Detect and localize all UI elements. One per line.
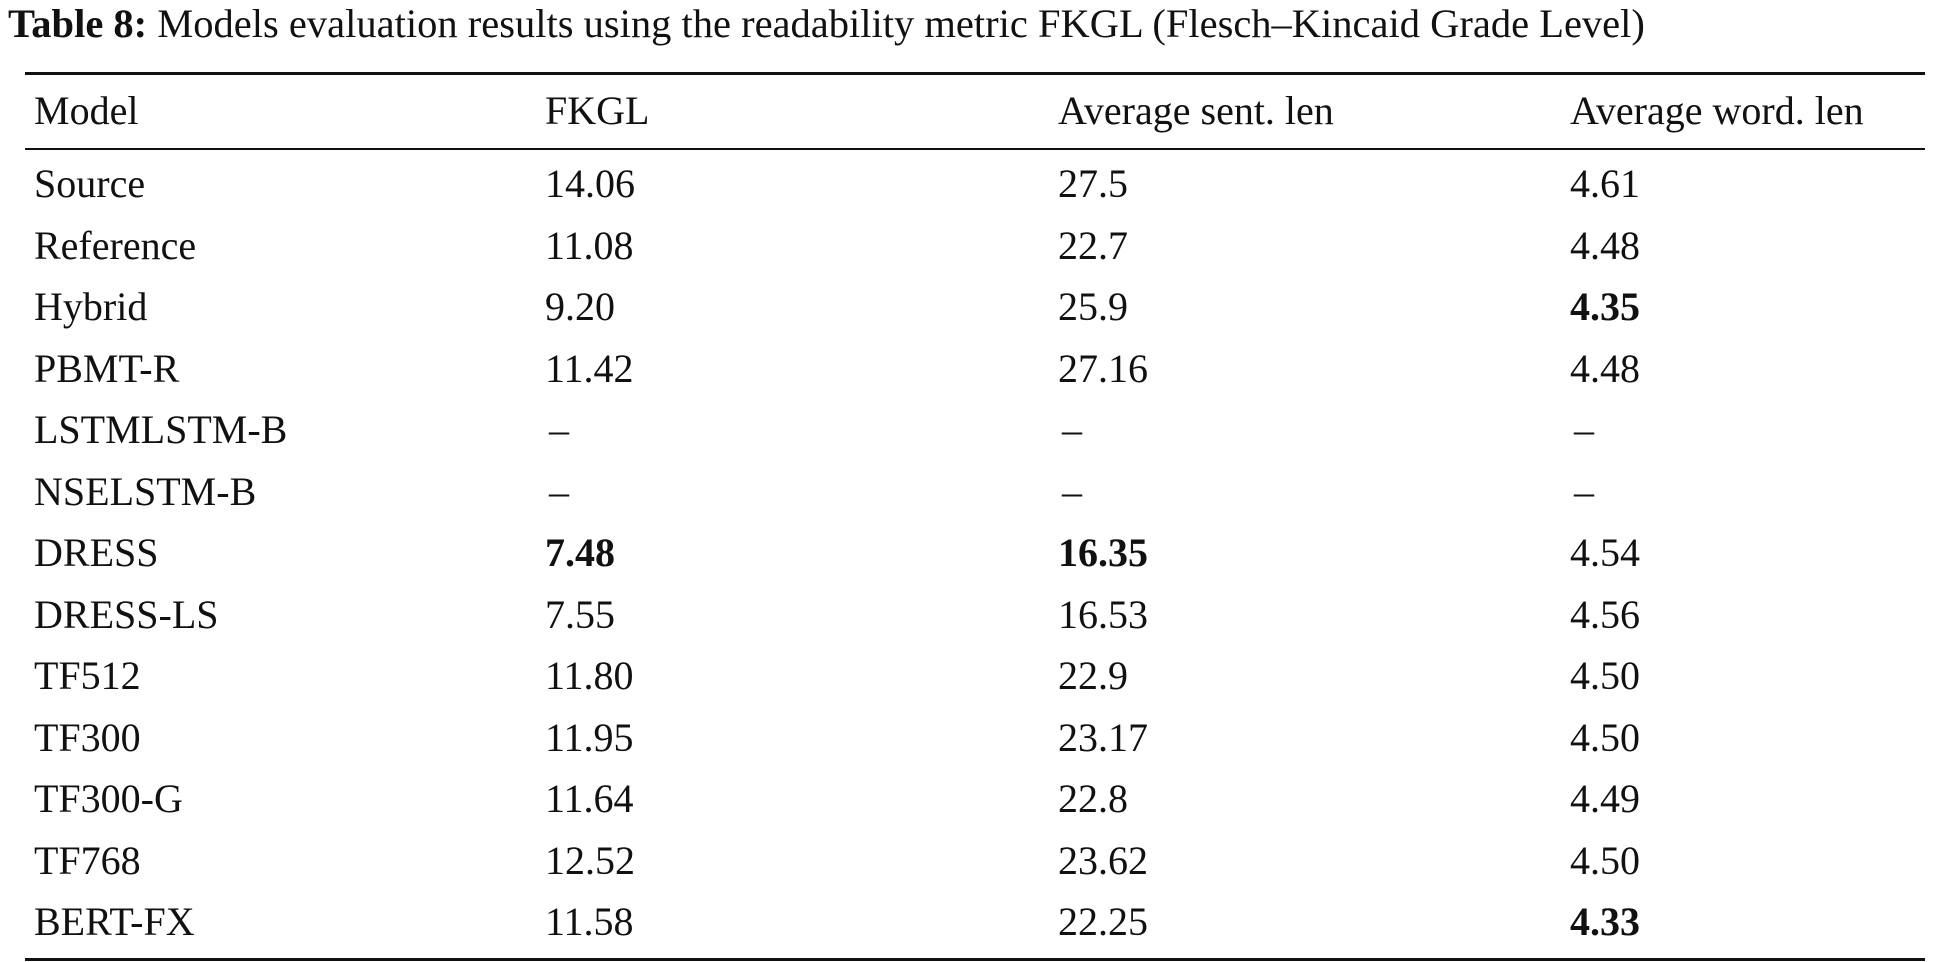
cell-model: TF512 xyxy=(34,653,141,698)
cell-average-word-len: 4.48 xyxy=(1570,223,1640,268)
cell-average-word-len: 4.49 xyxy=(1570,776,1640,821)
cell-average-sent-len: – xyxy=(1062,407,1082,452)
cell-average-sent-len: 16.35 xyxy=(1058,530,1148,575)
cell-average-word-len: 4.50 xyxy=(1570,838,1640,883)
header-model: Model xyxy=(34,88,139,133)
cell-average-word-len: – xyxy=(1574,469,1594,514)
table-caption: Table 8: Models evaluation results using… xyxy=(8,0,1645,48)
cell-fkgl: 11.58 xyxy=(545,899,634,944)
cell-fkgl: 11.08 xyxy=(545,223,634,268)
cell-average-word-len: 4.48 xyxy=(1570,346,1640,391)
cell-average-sent-len: 22.7 xyxy=(1058,223,1128,268)
cell-average-sent-len: 16.53 xyxy=(1058,592,1148,637)
cell-average-sent-len: 25.9 xyxy=(1058,284,1128,329)
cell-average-word-len: 4.56 xyxy=(1570,592,1640,637)
cell-fkgl: 7.48 xyxy=(545,530,615,575)
header-average-sent-len: Average sent. len xyxy=(1058,88,1334,133)
cell-fkgl: 12.52 xyxy=(545,838,635,883)
cell-average-sent-len: 23.62 xyxy=(1058,838,1148,883)
table-row: DRESS-LS 7.55 16.53 4.56 xyxy=(0,584,1950,645)
header-average-word-len: Average word. len xyxy=(1570,88,1864,133)
cell-fkgl: – xyxy=(549,407,569,452)
cell-fkgl: 7.55 xyxy=(545,592,615,637)
table-header-rule xyxy=(25,148,1925,150)
cell-model: DRESS xyxy=(34,530,159,575)
table-row: BERT-FX 11.58 22.25 4.33 xyxy=(0,891,1950,952)
table-row: Source 14.06 27.5 4.61 xyxy=(0,153,1950,214)
cell-model: PBMT-R xyxy=(34,346,180,391)
cell-average-word-len: 4.33 xyxy=(1570,899,1640,944)
cell-average-word-len: 4.54 xyxy=(1570,530,1640,575)
cell-average-sent-len: 22.8 xyxy=(1058,776,1128,821)
table-top-rule xyxy=(25,72,1925,75)
table-row: TF300-G 11.64 22.8 4.49 xyxy=(0,768,1950,829)
table-bottom-rule xyxy=(25,958,1925,961)
cell-average-sent-len: 22.9 xyxy=(1058,653,1128,698)
cell-fkgl: 14.06 xyxy=(545,161,635,206)
header-fkgl: FKGL xyxy=(545,88,650,133)
cell-model: LSTMLSTM-B xyxy=(34,407,288,452)
table-row: DRESS 7.48 16.35 4.54 xyxy=(0,522,1950,583)
cell-average-word-len: 4.35 xyxy=(1570,284,1640,329)
cell-model: Source xyxy=(34,161,146,206)
cell-model: TF300 xyxy=(34,715,141,760)
cell-fkgl: 11.42 xyxy=(545,346,634,391)
cell-average-word-len: 4.61 xyxy=(1570,161,1640,206)
cell-average-sent-len: 27.5 xyxy=(1058,161,1128,206)
table-header-row: Model FKGL Average sent. len Average wor… xyxy=(0,80,1950,141)
cell-model: DRESS-LS xyxy=(34,592,219,637)
cell-fkgl: – xyxy=(549,469,569,514)
cell-model: Hybrid xyxy=(34,284,148,329)
table-row: NSELSTM-B – – – xyxy=(0,461,1950,522)
cell-model: NSELSTM-B xyxy=(34,469,257,514)
table-caption-text: Models evaluation results using the read… xyxy=(147,1,1645,46)
cell-model: TF768 xyxy=(34,838,141,883)
cell-average-sent-len: 22.25 xyxy=(1058,899,1148,944)
table-row: Reference 11.08 22.7 4.48 xyxy=(0,215,1950,276)
cell-fkgl: 9.20 xyxy=(545,284,615,329)
table-row: TF768 12.52 23.62 4.50 xyxy=(0,830,1950,891)
cell-average-sent-len: 27.16 xyxy=(1058,346,1148,391)
cell-fkgl: 11.95 xyxy=(545,715,634,760)
cell-average-sent-len: – xyxy=(1062,469,1082,514)
table-row: LSTMLSTM-B – – – xyxy=(0,399,1950,460)
table-row: Hybrid 9.20 25.9 4.35 xyxy=(0,276,1950,337)
table-row: PBMT-R 11.42 27.16 4.48 xyxy=(0,338,1950,399)
table-caption-label: Table 8: xyxy=(8,1,148,46)
cell-model: Reference xyxy=(34,223,197,268)
cell-average-word-len: 4.50 xyxy=(1570,653,1640,698)
cell-average-word-len: – xyxy=(1574,407,1594,452)
cell-average-sent-len: 23.17 xyxy=(1058,715,1148,760)
cell-fkgl: 11.80 xyxy=(545,653,634,698)
cell-model: TF300-G xyxy=(34,776,183,821)
cell-average-word-len: 4.50 xyxy=(1570,715,1640,760)
cell-model: BERT-FX xyxy=(34,899,195,944)
table-row: TF300 11.95 23.17 4.50 xyxy=(0,707,1950,768)
cell-fkgl: 11.64 xyxy=(545,776,634,821)
table-row: TF512 11.80 22.9 4.50 xyxy=(0,645,1950,706)
